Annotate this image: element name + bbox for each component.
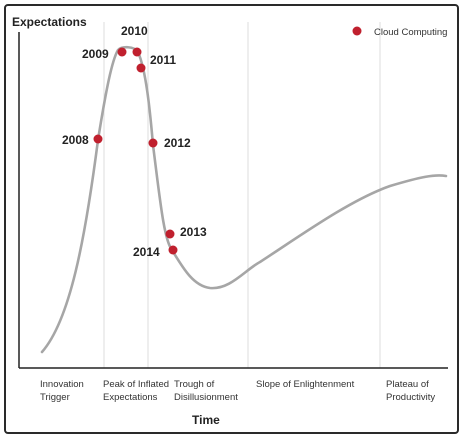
year-labels: 2008 2009 2010 2011 2012 2013 2014 <box>62 24 207 259</box>
phase-plateau-line2: Productivity <box>386 392 435 403</box>
hype-curve <box>40 45 448 354</box>
point-2014 <box>168 245 178 255</box>
phase-peak-line2: Expectations <box>103 392 158 403</box>
year-label-2011: 2011 <box>150 53 176 67</box>
x-axis-title: Time <box>192 413 220 427</box>
point-2009 <box>117 47 127 57</box>
phase-peak-line1: Peak of Inflated <box>103 379 169 390</box>
point-2008 <box>93 134 103 144</box>
year-label-2010: 2010 <box>121 24 148 38</box>
phase-dividers <box>103 22 381 368</box>
legend-label: Cloud Computing <box>374 27 447 38</box>
point-2011 <box>136 63 146 73</box>
legend-marker <box>352 26 362 36</box>
year-label-2013: 2013 <box>180 225 207 239</box>
year-label-2009: 2009 <box>82 47 109 61</box>
phase-innovation-line1: Innovation <box>40 379 84 390</box>
year-label-2008: 2008 <box>62 133 89 147</box>
chart-frame <box>4 4 459 434</box>
point-2013 <box>165 229 175 239</box>
point-2010 <box>132 47 142 57</box>
phase-trough-line2: Disillusionment <box>174 392 238 403</box>
year-label-2014: 2014 <box>133 245 160 259</box>
phase-innovation-line2: Trigger <box>40 392 70 403</box>
data-points <box>93 47 178 255</box>
point-2012 <box>148 138 158 148</box>
phase-slope-line1: Slope of Enlightenment <box>256 379 355 390</box>
year-label-2012: 2012 <box>164 136 191 150</box>
phase-plateau-line1: Plateau of <box>386 379 429 390</box>
y-axis-title: Expectations <box>12 15 87 29</box>
phase-labels: Innovation Trigger Peak of Inflated Expe… <box>40 379 435 403</box>
phase-trough-line1: Trough of <box>174 379 215 390</box>
legend: Cloud Computing <box>352 26 447 38</box>
